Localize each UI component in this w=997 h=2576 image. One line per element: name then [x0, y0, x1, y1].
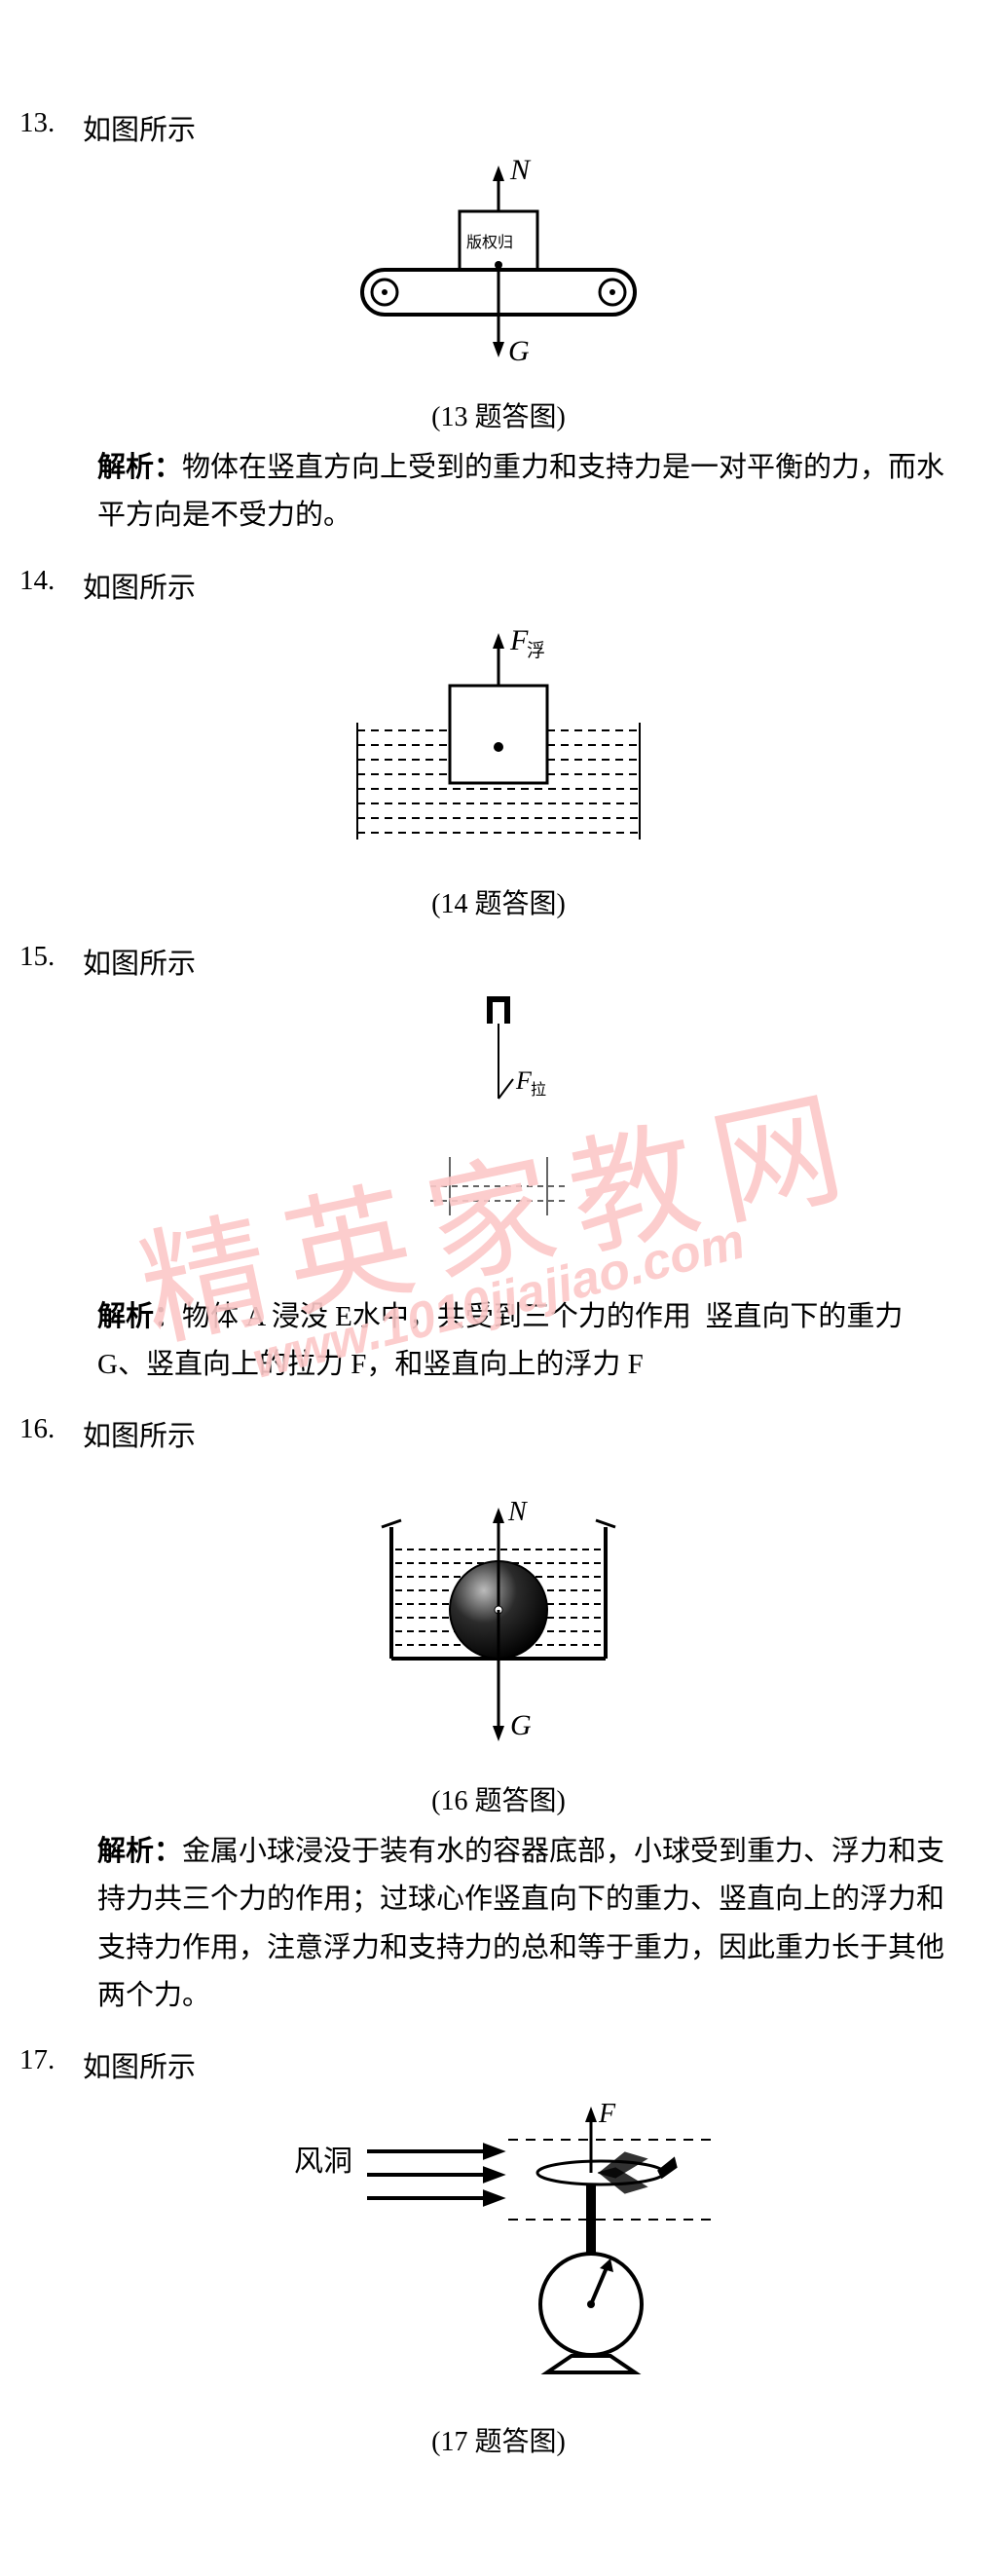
q14-header: 14. 如图所示	[19, 565, 978, 606]
label-F15-sub: 拉	[531, 1081, 546, 1099]
block-text: 版权归	[466, 234, 513, 251]
q15-analysis-p2: E水中，共受到三个力的作用	[335, 1301, 691, 1332]
question-17: 17. 如图所示 风洞	[19, 2044, 978, 2459]
question-14: 14. 如图所示 F 浮	[19, 565, 978, 921]
label-F17: F	[598, 2099, 616, 2129]
q15-number: 15.	[19, 941, 83, 973]
q17-header: 17. 如图所示	[19, 2044, 978, 2085]
q14-figure: F 浮 (14 题答图)	[19, 616, 978, 921]
q16-figure: N G (16 题答图)	[19, 1464, 978, 1818]
q16-stem: 如图所示	[83, 1413, 978, 1454]
q16-header: 16. 如图所示	[19, 1413, 978, 1454]
label-F-sub: 浮	[527, 640, 545, 661]
q13-figure: N 版权归 G (13 题答图)	[19, 158, 978, 434]
label-F: F	[509, 624, 529, 656]
label-G: G	[508, 335, 530, 367]
q17-svg: 风洞 F	[255, 2095, 742, 2416]
q15-stem: 如图所示	[83, 941, 978, 982]
analysis-label-15: 解析：	[97, 1301, 182, 1332]
q17-stem: 如图所示	[83, 2044, 978, 2085]
q13-stem: 如图所示	[83, 107, 978, 148]
analysis-label: 解析：	[97, 452, 182, 483]
q13-svg: N 版权归 G	[314, 158, 683, 392]
q15-figure: F 拉	[19, 991, 978, 1284]
label-N16: N	[507, 1497, 528, 1527]
label-G16: G	[510, 1709, 532, 1741]
q16-caption: (16 题答图)	[19, 1779, 978, 1818]
q15-header: 15. 如图所示	[19, 941, 978, 982]
question-15: 15. 如图所示 精英家教网 www.1010jiajiao.com F 拉	[19, 941, 978, 1390]
q16-svg: N G	[333, 1464, 664, 1775]
q15-analysis: 解析：物体 A 浸没 E水中，共受到三个力的作用 竖直向下的重力 G、竖直向上的…	[19, 1293, 978, 1390]
q16-analysis-text: 金属小球浸没于装有水的容器底部，小球受到重力、浮力和支持力共三个力的作用；过球心…	[97, 1836, 944, 2011]
question-16: 16. 如图所示	[19, 1413, 978, 2020]
q15-analysis-p1: 物体 A 浸没	[182, 1301, 328, 1332]
q14-caption: (14 题答图)	[19, 882, 978, 921]
q13-number: 13.	[19, 107, 83, 139]
label-windtunnel: 风洞	[294, 2146, 352, 2178]
q17-caption: (17 题答图)	[19, 2420, 978, 2459]
analysis-label-16: 解析：	[97, 1836, 182, 1867]
q15-svg: F 拉	[372, 991, 625, 1284]
label-N: N	[509, 158, 532, 186]
q14-number: 14.	[19, 565, 83, 597]
q14-stem: 如图所示	[83, 565, 978, 606]
q14-svg: F 浮	[323, 616, 674, 878]
q13-caption: (13 题答图)	[19, 395, 978, 434]
q16-analysis: 解析：金属小球浸没于装有水的容器底部，小球受到重力、浮力和支持力共三个力的作用；…	[19, 1828, 978, 2020]
question-13: 13. 如图所示 N 版权归 G (13 题答图) 解析：物体在竖直方向	[19, 107, 978, 541]
q13-analysis: 解析：物体在竖直方向上受到的重力和支持力是一对平衡的力，而水平方向是不受力的。	[19, 444, 978, 541]
q16-number: 16.	[19, 1413, 83, 1445]
q17-number: 17.	[19, 2044, 83, 2076]
q13-analysis-text: 物体在竖直方向上受到的重力和支持力是一对平衡的力，而水平方向是不受力的。	[97, 452, 944, 531]
q13-header: 13. 如图所示	[19, 107, 978, 148]
q17-figure: 风洞 F	[19, 2095, 978, 2459]
